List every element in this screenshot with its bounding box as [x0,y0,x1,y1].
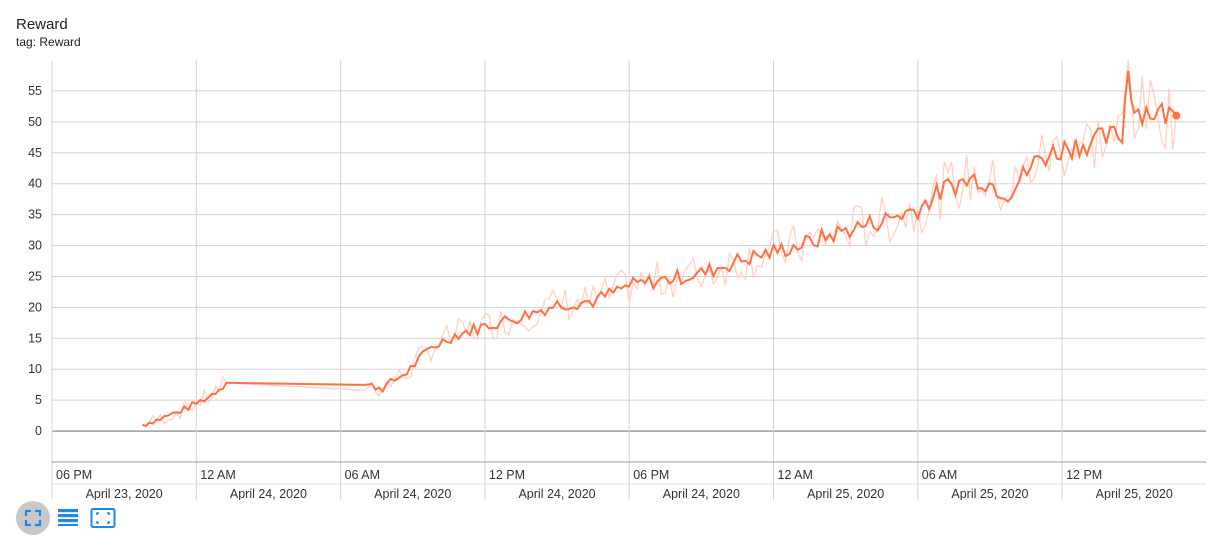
chart-title: Reward [16,16,68,33]
x-tick-time-label: 12 AM [200,468,235,482]
fit-screen-icon [90,508,116,528]
x-tick-date-label: April 23, 2020 [86,487,163,500]
list-icon [58,509,78,526]
fit-domain-button[interactable] [86,501,120,535]
series-raw-line [141,59,1177,429]
fullscreen-button[interactable] [16,501,50,535]
grid [51,60,1206,500]
y-tick-label: 10 [28,362,42,376]
y-tick-label: 55 [28,84,42,98]
chart-toolbar [16,501,121,535]
reward-chart: 0 5 10 15 20 25 30 35 40 45 50 55 06 PM April 23, 202… [28,59,1206,500]
y-tick-label: 35 [28,208,42,222]
y-tick-label: 40 [28,177,42,191]
x-tick-date-label: April 25, 2020 [951,487,1028,500]
last-point-marker [1172,111,1181,120]
chart-tag: tag: Reward [16,35,81,49]
x-tick-time-label: 12 PM [1066,468,1102,482]
series-smoothed-line [141,70,1178,427]
y-tick-label: 45 [28,146,42,160]
y-tick-label: 30 [28,239,42,253]
y-tick-label: 25 [28,269,42,283]
tick-labels: 0 5 10 15 20 25 30 35 40 45 50 55 06 PM April 23, 202… [28,84,1173,500]
x-tick-time-label: 06 PM [633,468,669,482]
axes [51,60,1206,500]
y-tick-label: 0 [35,424,42,438]
y-tick-label: 5 [35,393,42,407]
x-tick-date-label: April 25, 2020 [1096,487,1173,500]
y-tick-label: 20 [28,300,42,314]
x-tick-date-label: April 24, 2020 [374,487,451,500]
y-tick-label: 50 [28,115,42,129]
x-tick-time-label: 12 AM [778,468,813,482]
x-tick-date-label: April 24, 2020 [230,487,307,500]
x-tick-time-label: 06 AM [345,468,380,482]
toggle-log-scale-button[interactable] [51,501,85,535]
x-tick-time-label: 06 PM [56,468,92,482]
series [141,59,1181,429]
x-tick-date-label: April 24, 2020 [663,487,740,500]
x-tick-date-label: April 25, 2020 [807,487,884,500]
y-tick-label: 15 [28,331,42,345]
x-tick-time-label: 12 PM [489,468,525,482]
x-tick-time-label: 06 AM [922,468,957,482]
fullscreen-icon [24,509,42,527]
x-tick-date-label: April 24, 2020 [518,487,595,500]
